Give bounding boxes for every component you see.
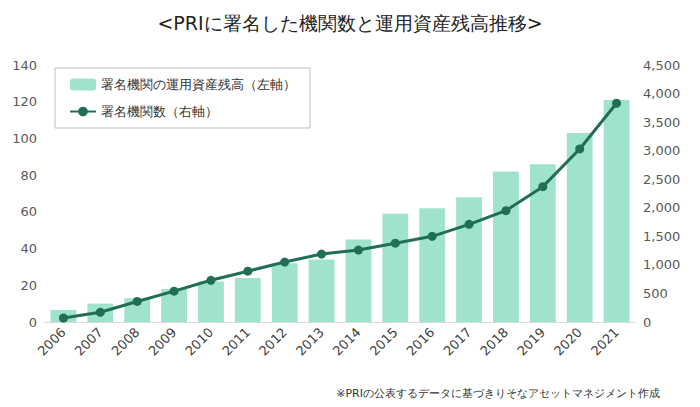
svg-text:4,500: 4,500 <box>643 58 680 73</box>
svg-text:<PRIに署名した機関数と運用資産残高推移>: <PRIに署名した機関数と運用資産残高推移> <box>157 12 542 34</box>
svg-text:2018: 2018 <box>477 325 511 359</box>
svg-text:2007: 2007 <box>72 325 106 359</box>
svg-text:120: 120 <box>12 94 37 109</box>
svg-text:80: 80 <box>20 168 37 183</box>
svg-text:3,000: 3,000 <box>643 143 680 158</box>
svg-text:0: 0 <box>29 315 37 330</box>
svg-text:署名機関数（右軸）: 署名機関数（右軸） <box>101 104 218 119</box>
svg-text:60: 60 <box>20 204 37 219</box>
svg-text:1,000: 1,000 <box>643 257 680 272</box>
svg-text:0: 0 <box>643 315 651 330</box>
svg-text:40: 40 <box>20 241 37 256</box>
svg-text:2012: 2012 <box>256 325 290 359</box>
svg-text:2,000: 2,000 <box>643 200 680 215</box>
svg-text:1,500: 1,500 <box>643 229 680 244</box>
svg-text:2006: 2006 <box>35 325 69 359</box>
svg-text:2011: 2011 <box>219 325 253 359</box>
svg-text:2019: 2019 <box>514 325 548 359</box>
svg-text:※PRIの公表するデータに基づきりそなアセットマネジメント作: ※PRIの公表するデータに基づきりそなアセットマネジメント作成 <box>336 387 660 400</box>
svg-text:2021: 2021 <box>588 325 622 359</box>
svg-text:2,500: 2,500 <box>643 172 680 187</box>
svg-text:2014: 2014 <box>330 325 364 359</box>
svg-text:2010: 2010 <box>182 325 216 359</box>
svg-text:署名機関の運用資産残高（左軸）: 署名機関の運用資産残高（左軸） <box>101 77 296 92</box>
svg-text:140: 140 <box>12 58 37 73</box>
svg-text:20: 20 <box>20 278 37 293</box>
svg-text:2013: 2013 <box>293 325 327 359</box>
svg-text:2020: 2020 <box>551 325 585 359</box>
svg-text:2016: 2016 <box>404 325 438 359</box>
svg-text:2008: 2008 <box>109 325 143 359</box>
svg-text:2017: 2017 <box>440 325 474 359</box>
svg-text:2009: 2009 <box>145 325 179 359</box>
svg-text:4,000: 4,000 <box>643 86 680 101</box>
svg-text:3,500: 3,500 <box>643 115 680 130</box>
svg-text:500: 500 <box>643 286 668 301</box>
svg-text:2015: 2015 <box>367 325 401 359</box>
svg-text:100: 100 <box>12 131 37 146</box>
